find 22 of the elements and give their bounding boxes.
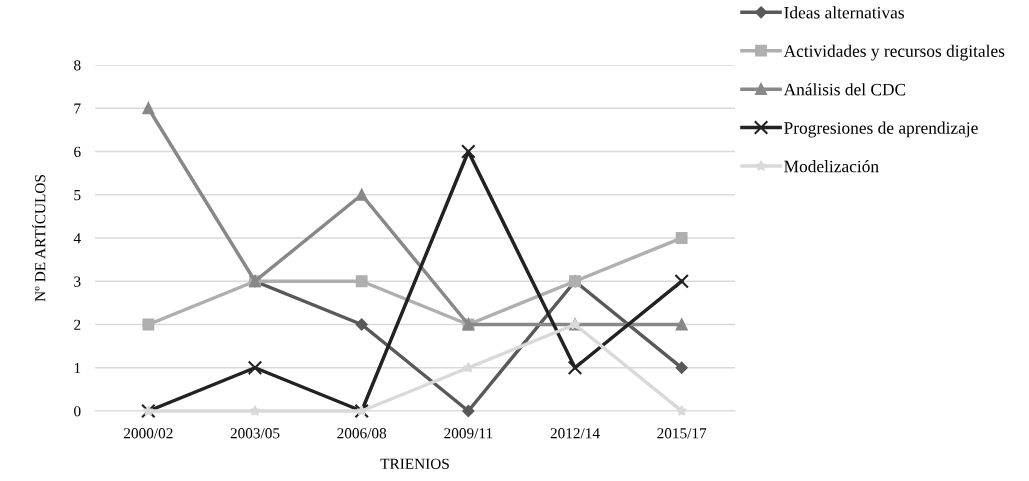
x-tick-label: 2000/02 bbox=[123, 428, 173, 439]
legend-label: Ideas alternativas bbox=[784, 6, 904, 19]
y-tick-label: 8 bbox=[74, 60, 81, 71]
legend-label: Actividades y recursos digitales bbox=[783, 44, 1005, 61]
x-tick-label: 2009/11 bbox=[444, 428, 493, 439]
x-axis-title: TRIENIOS bbox=[380, 458, 449, 469]
y-tick-label: 5 bbox=[74, 190, 81, 201]
y-tick-label: 0 bbox=[74, 406, 81, 417]
legend-label: Progresiones de aprendizaje bbox=[784, 121, 978, 138]
y-tick-label: 2 bbox=[74, 319, 81, 330]
y-tick-label: 6 bbox=[74, 146, 81, 157]
legend-label: Modelización bbox=[784, 160, 879, 173]
legend-label: Análisis del CDC bbox=[783, 83, 906, 96]
y-tick-label: 4 bbox=[73, 233, 81, 244]
x-tick-label: 2006/08 bbox=[337, 428, 387, 439]
y-tick-label: 3 bbox=[74, 276, 81, 287]
x-tick-label: 2003/05 bbox=[230, 428, 280, 439]
x-tick-label: 2012/14 bbox=[550, 428, 600, 439]
y-axis-title: Nº DE ARTÍCULOS bbox=[32, 175, 46, 302]
x-tick-label: 2015/17 bbox=[657, 428, 707, 439]
y-tick-label: 7 bbox=[74, 103, 81, 114]
y-tick-label: 1 bbox=[74, 362, 81, 374]
